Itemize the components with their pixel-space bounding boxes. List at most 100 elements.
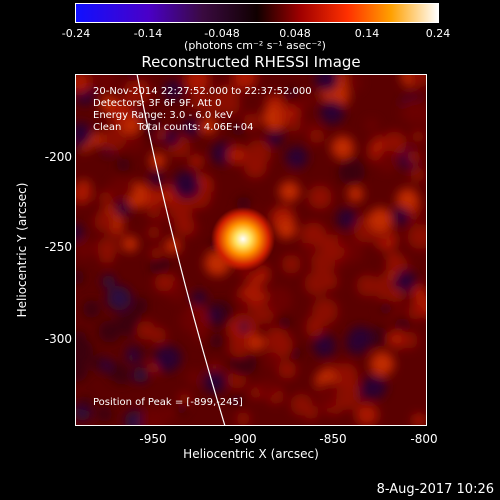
texture-blob [411,285,427,302]
peak-position-text: Position of Peak = [-899,-245] [93,397,243,408]
texture-blob [94,210,116,232]
texture-blob [99,190,114,206]
texture-blob [407,150,421,164]
texture-blob [265,286,293,314]
texture-blob [162,129,180,146]
texture-blob [75,330,86,343]
texture-blob [209,334,224,349]
texture-blob [75,338,93,363]
colorbar-tick-label: -0.048 [204,27,240,40]
texture-blob [131,297,149,314]
texture-blob [345,74,362,91]
texture-blob [149,152,166,169]
texture-blob [75,238,96,260]
texture-blob [304,271,329,296]
texture-blob [249,386,262,399]
texture-blob [132,345,145,358]
texture-blob [91,74,117,94]
texture-blob [356,274,379,297]
texture-blob [285,116,301,132]
texture-blob [75,358,88,383]
texture-blob [365,118,379,132]
energy-range-text: Energy Range: 3.0 - 6.0 keV [93,110,233,121]
texture-blob [228,335,251,358]
texture-blob [98,320,121,343]
texture-blob [243,154,267,179]
x-tick-label: -800 [410,432,438,446]
texture-blob [227,145,247,165]
texture-blob [126,74,140,81]
texture-blob [309,129,325,144]
x-tick-label: -850 [319,432,347,446]
texture-blob [410,167,425,182]
x-tick-label: -900 [229,432,257,446]
texture-blob [338,158,365,186]
texture-blob [362,374,387,399]
x-tick-label: -950 [139,432,167,446]
texture-blob [123,77,151,106]
y-tick-label: -250 [44,240,72,254]
texture-blob [230,394,244,408]
texture-blob [147,226,161,239]
texture-blob [82,300,101,318]
texture-blob [140,407,168,426]
time-range-text: 20-Nov-2014 22:27:52.000 to 22:37:52.000 [93,86,312,97]
texture-blob [75,183,93,204]
texture-blob [281,254,301,274]
texture-blob [265,326,290,351]
plot-title: Reconstructed RHESSI Image [141,53,361,71]
plot-frame [75,74,427,426]
texture-blob [108,176,133,201]
colorbar-tick-label: 0.048 [279,27,311,40]
texture-blob [235,297,251,313]
texture-blob [116,309,143,336]
texture-blob [108,100,133,125]
colorbar-units: (photons cm⁻² s⁻¹ asec⁻²) [184,39,326,52]
texture-blob [266,130,283,147]
texture-blob [345,331,369,355]
texture-blob [391,206,410,226]
texture-blob [331,135,355,160]
texture-blob [101,274,115,289]
texture-blob [189,154,203,168]
texture-blob [116,158,131,172]
texture-blob [205,307,222,324]
texture-blob [408,74,427,87]
texture-blob [124,130,144,149]
texture-blob [160,347,182,368]
texture-blob [401,331,418,349]
texture-blob [173,215,195,236]
texture-blob [232,121,246,136]
texture-blob [163,80,184,101]
texture-blob [186,369,203,386]
texture-blob [97,237,119,259]
texture-blob [382,131,407,156]
texture-blob [90,355,105,370]
texture-blob [276,218,297,239]
texture-blob [200,118,217,135]
texture-blob [373,275,398,300]
texture-blob [172,170,201,199]
texture-blob [290,393,313,416]
texture-blob [312,298,339,325]
colorbar [75,3,439,23]
texture-blob [318,393,332,407]
texture-blob [314,74,339,92]
texture-blob [191,290,207,306]
texture-blob [369,351,395,377]
texture-blob [396,188,419,211]
texture-blob [212,84,240,111]
colorbar-tick-label: 0.14 [354,27,380,40]
texture-blob [96,406,113,422]
solar-limb-line [136,74,226,426]
texture-blob [184,74,211,94]
texture-blob [278,316,292,330]
y-tick-label: -300 [44,332,72,346]
detectors-text: Detectors: 3F 6F 9F, Att 0 [93,98,222,109]
texture-blob [144,188,163,206]
texture-blob [278,360,297,379]
peak-source [211,207,275,271]
texture-blob [78,396,93,411]
texture-blob [149,255,170,276]
texture-blob [203,370,227,394]
